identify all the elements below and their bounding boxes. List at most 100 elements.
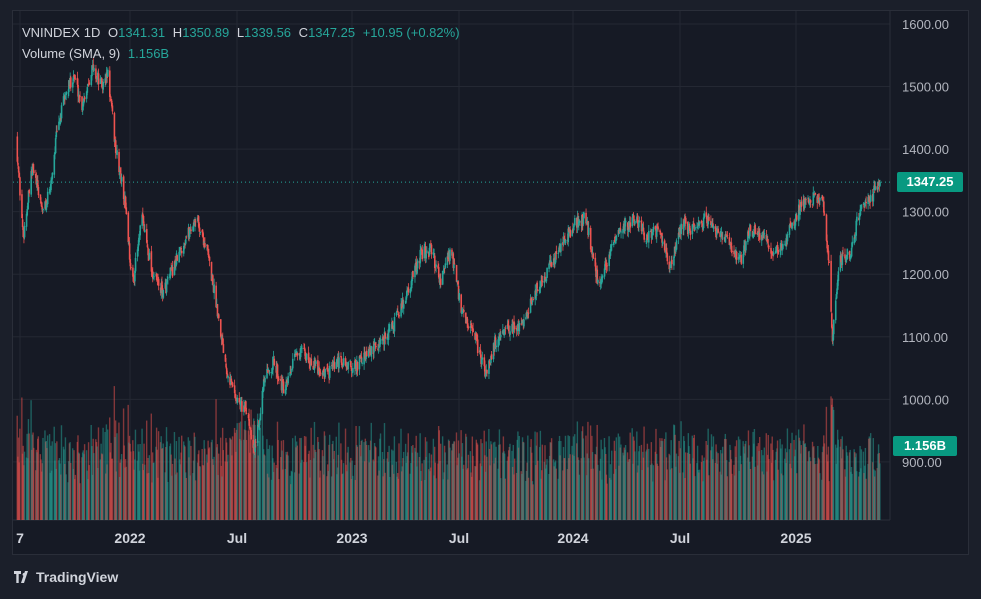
volume-bar (426, 441, 428, 520)
candle-body (583, 212, 585, 218)
candle-body (361, 362, 363, 364)
candle-body (837, 271, 840, 282)
candle-body (591, 249, 593, 255)
candle-body (535, 283, 538, 297)
candle-body (139, 225, 141, 236)
candle-body (469, 325, 472, 328)
volume-bar (663, 438, 666, 520)
volume-indicator-label[interactable]: Volume (SMA, 9) (22, 46, 121, 61)
candle-body (203, 241, 206, 244)
x-tick-label: 2022 (114, 530, 145, 546)
candle-body (336, 359, 338, 364)
candle-body (539, 286, 541, 293)
candle-body (179, 249, 181, 252)
volume-bar (268, 445, 271, 520)
volume-bar (772, 480, 775, 520)
volume-bar (763, 447, 766, 520)
candle-body (25, 213, 28, 227)
candle-body (290, 370, 293, 372)
candle-body (688, 225, 691, 231)
candle-body (245, 401, 247, 412)
candle-body (814, 192, 817, 195)
candle-body (430, 244, 433, 255)
volume-bar (865, 478, 867, 520)
volume-bar (319, 470, 322, 520)
candle-body (194, 221, 197, 223)
candle-body (415, 261, 418, 272)
volume-bar (712, 436, 715, 520)
candle-body (210, 261, 213, 281)
candle-body (449, 249, 451, 261)
candle-body (272, 357, 274, 370)
candle-body (748, 235, 751, 238)
candle-body (725, 234, 727, 236)
candle-body (162, 289, 165, 298)
candle-body (434, 267, 437, 268)
candle-body (315, 361, 317, 364)
candle-body (770, 247, 772, 254)
candle-body (18, 172, 21, 177)
candle-body (596, 269, 599, 284)
candle-body (603, 268, 606, 277)
candle-body (807, 199, 810, 204)
candle-body (486, 369, 488, 374)
candle-body (484, 365, 486, 377)
volume-bar (328, 434, 331, 520)
candle-body (537, 289, 539, 292)
candle-body (823, 201, 825, 213)
volume-bar (694, 476, 696, 520)
candle-body (850, 247, 853, 257)
candle-body (426, 250, 428, 254)
candle-body (295, 353, 297, 355)
candle-body (122, 176, 125, 200)
volume-bar (97, 427, 100, 520)
volume-bar (107, 429, 109, 520)
candle-body (190, 229, 192, 231)
candle-body (692, 222, 695, 225)
candle-body (51, 172, 54, 180)
candle-body (646, 234, 649, 241)
candle-body (858, 215, 861, 220)
candle-body (798, 205, 801, 214)
candle-body (675, 248, 677, 252)
candle-body (762, 231, 764, 238)
volume-bar (204, 448, 206, 520)
candle-body (50, 180, 52, 190)
volume-bar (800, 445, 802, 520)
candle-body (483, 357, 486, 367)
volume-bar (777, 469, 779, 520)
candle-body (504, 329, 506, 331)
candle-body (729, 244, 731, 246)
candle-body (720, 232, 723, 234)
candle-body (453, 263, 456, 265)
ohlc-legend: VNINDEX 1D O1341.31 H1350.89 L1339.56 C13… (22, 25, 464, 40)
volume-bar (680, 421, 682, 520)
candle-body (529, 298, 532, 313)
volume-bar (180, 435, 183, 520)
candle-body (826, 240, 828, 249)
candle-body (544, 276, 546, 280)
volume-bar (162, 443, 164, 520)
volume-bar (569, 454, 571, 520)
candle-body (252, 439, 254, 448)
candle-body (129, 259, 132, 267)
tradingview-logo[interactable]: TradingView (14, 569, 118, 585)
candle-body (19, 177, 21, 196)
last-price-tag: 1347.25 (897, 172, 963, 192)
candle-body (238, 398, 241, 403)
volume-bar (684, 452, 687, 520)
candle-body (81, 106, 84, 111)
candle-body (720, 231, 722, 237)
candle-body (813, 194, 816, 196)
candle-body (208, 254, 210, 259)
candle-body (377, 348, 379, 350)
volume-bar (453, 441, 456, 520)
candle-body (803, 198, 805, 209)
timeframe-label[interactable]: 1D (83, 25, 101, 40)
x-tick-label: 2024 (557, 530, 588, 546)
candle-body (178, 251, 180, 263)
volume-bar (583, 457, 585, 520)
candle-body (680, 223, 682, 235)
volume-bar (407, 433, 409, 520)
candle-body (304, 351, 307, 360)
